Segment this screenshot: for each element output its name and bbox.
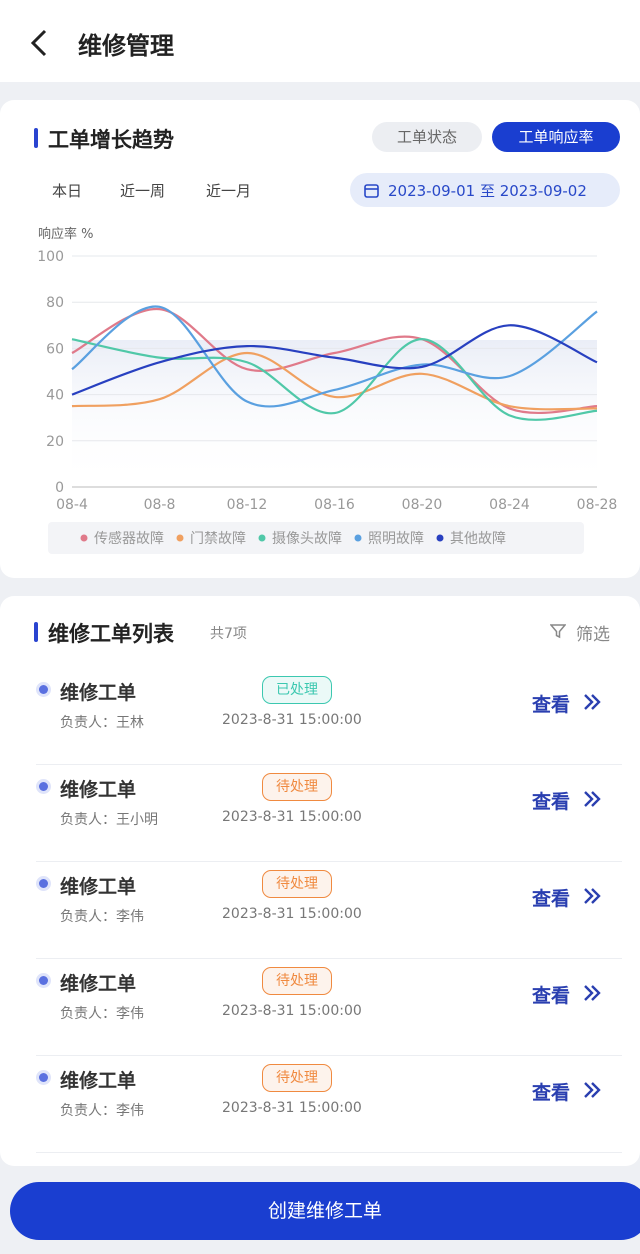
view-link[interactable]: 查看 (532, 694, 571, 716)
status-dot (39, 976, 48, 985)
view-link[interactable]: 查看 (532, 985, 571, 1007)
item-status: 已处理 (262, 676, 332, 704)
accent-bar (34, 128, 38, 148)
legend-dot (436, 534, 444, 542)
x-tick-label: 08-24 (489, 497, 530, 513)
list-item: 维修工单负责人：王小明 待处理 2023-8-31 15:00:00 查看 (36, 765, 622, 862)
x-tick-label: 08-12 (227, 497, 268, 513)
legend-label: 摄像头故障 (272, 531, 342, 547)
item-status: 待处理 (262, 870, 332, 898)
legend-label: 其他故障 (450, 531, 506, 547)
status-dot (39, 879, 48, 888)
create-button[interactable]: 创建维修工单 (10, 1182, 640, 1240)
chevron-icon (584, 694, 601, 710)
item-owner: 负责人：李伟 (60, 1006, 144, 1022)
item-title: 维修工单 (60, 876, 137, 898)
chevron-icon (584, 791, 601, 807)
item-owner: 负责人：李伟 (60, 1103, 144, 1119)
accent-bar (34, 622, 38, 642)
list-item: 维修工单负责人：李伟 待处理 2023-8-31 15:00:00 查看 (36, 862, 622, 959)
legend-box (48, 522, 584, 554)
item-owner: 负责人：王林 (60, 715, 144, 731)
range[interactable]: 近一月 (206, 182, 252, 200)
line-series (71, 324, 598, 396)
line-series (71, 308, 598, 415)
item-title: 维修工单 (60, 1070, 137, 1092)
x-tick-label: 08-20 (402, 497, 443, 513)
range[interactable]: 本日 (52, 182, 83, 200)
item-time: 2023-8-31 15:00:00 (222, 1100, 362, 1116)
item-title: 维修工单 (60, 973, 137, 995)
item-time: 2023-8-31 15:00:00 (222, 1003, 362, 1019)
chevron-icon (584, 888, 601, 904)
item-owner: 负责人：李伟 (60, 909, 144, 925)
legend-label: 传感器故障 (94, 530, 164, 547)
item-title: 维修工单 (60, 779, 137, 801)
item-time: 2023-8-31 15:00:00 (222, 906, 362, 922)
chevron-icon (584, 1082, 601, 1098)
list-count: 共7项 (210, 626, 247, 642)
list-item: 维修工单负责人：李伟 待处理 2023-8-31 15:00:00 查看 (36, 1056, 622, 1153)
y-tick-label: 100 (37, 249, 64, 265)
y-tick-label: 20 (46, 434, 64, 450)
page-title: 维修管理 (78, 32, 174, 60)
button-label: 创建维修工单 (267, 1200, 382, 1222)
legend-dot (176, 534, 184, 542)
legend-dot (80, 534, 88, 542)
view-link[interactable]: 查看 (532, 888, 571, 910)
date-picker[interactable]: 2023-09-01 至 2023-09-02 (350, 173, 620, 207)
status-dot (39, 1073, 48, 1082)
legend-label: 门禁故障 (190, 531, 246, 547)
date-range: 2023-09-01 至 2023-09-02 (388, 182, 587, 200)
legend-dot (354, 534, 362, 542)
list-card: 维修工单列表 共7项 筛选 (0, 596, 640, 1166)
filter[interactable]: 筛选 (576, 625, 610, 645)
list-item: 维修工单负责人：王林 已处理 2023-8-31 15:00:00 查看 (36, 668, 622, 765)
chart: 响应率 % 0 20 40 60 80 100 08-4 08-8 08-12 08-16 08-2… (37, 226, 618, 554)
item-title: 维修工单 (60, 682, 137, 704)
list-item: 维修工单负责人：李伟 待处理 2023-8-31 15:00:00 查看 (36, 959, 622, 1056)
tab-active[interactable]: 工单响应率 (492, 122, 620, 152)
header: 维修管理 (0, 0, 640, 82)
view-link[interactable]: 查看 (532, 1082, 571, 1104)
x-tick-label: 08-28 (577, 497, 618, 513)
tab[interactable]: 工单状态 (372, 122, 482, 152)
y-axis-label: 响应率 % (38, 226, 94, 242)
section-title: 维修工单列表 (48, 622, 174, 646)
item-owner: 负责人：王小明 (60, 812, 158, 828)
status-dot (39, 685, 48, 694)
legend-dot (258, 534, 266, 542)
item-status: 待处理 (262, 773, 332, 801)
item-time: 2023-8-31 15:00:00 (222, 809, 362, 825)
item-time: 2023-8-31 15:00:00 (222, 712, 362, 728)
line-series (71, 351, 598, 411)
filter-icon[interactable] (550, 623, 566, 639)
calendar-icon (364, 184, 379, 198)
item-status: 待处理 (262, 967, 332, 995)
chevron-icon (584, 985, 601, 1001)
x-tick-label: 08-4 (56, 497, 88, 513)
x-tick-label: 08-8 (144, 497, 176, 513)
y-tick-label: 80 (46, 295, 64, 311)
view-link[interactable]: 查看 (532, 791, 571, 813)
y-tick-label: 60 (46, 341, 64, 357)
range[interactable]: 近一周 (120, 182, 166, 200)
line-series (71, 305, 598, 408)
y-tick-label: 0 (55, 480, 64, 496)
back-button[interactable] (28, 28, 50, 58)
x-tick-label: 08-16 (314, 497, 355, 513)
line-series (71, 338, 598, 421)
y-tick-label: 40 (46, 388, 64, 404)
status-dot (39, 782, 48, 791)
item-status: 待处理 (262, 1064, 332, 1092)
section-title: 工单增长趋势 (48, 128, 174, 152)
legend-label: 照明故障 (368, 531, 424, 547)
